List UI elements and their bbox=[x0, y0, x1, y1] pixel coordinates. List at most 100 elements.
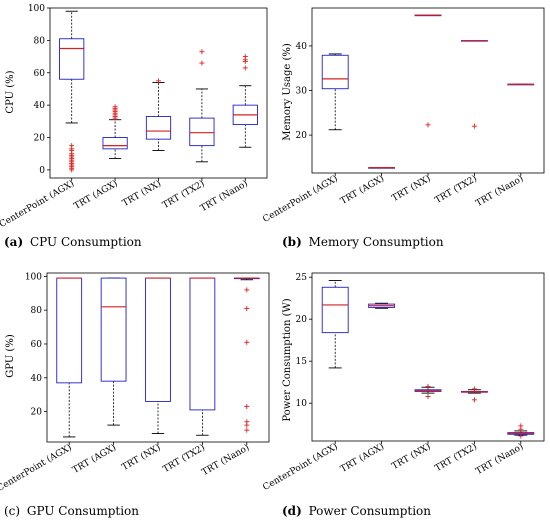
box-a-3 bbox=[189, 49, 215, 163]
box-a-4 bbox=[232, 54, 258, 148]
ylabel-a: CPU (%) bbox=[5, 70, 16, 113]
caption-a: (a) CPU Consumption bbox=[4, 235, 142, 249]
iqr-box-c-2 bbox=[145, 277, 171, 402]
flier-a-1-7 bbox=[112, 104, 118, 110]
iqr-box-a-3 bbox=[189, 117, 215, 147]
ytick-label-b-1: 30 bbox=[296, 87, 308, 97]
caption-d: (d) Power Consumption bbox=[282, 504, 431, 518]
flier-b-2-0 bbox=[425, 122, 431, 128]
ytick-label-a-4: 80 bbox=[34, 36, 46, 46]
xtick-label-d-4: TRT (Nano) bbox=[474, 441, 525, 477]
box-d-3 bbox=[460, 386, 488, 403]
box-c-1 bbox=[100, 277, 127, 426]
axes-frame-c bbox=[46, 272, 270, 443]
ylabel-b: Memory Usage (%) bbox=[282, 43, 293, 141]
caption-b-letter: (b) bbox=[282, 235, 302, 249]
ytick-label-c-1: 40 bbox=[31, 374, 43, 384]
iqr-box-d-0 bbox=[321, 286, 349, 334]
flier-a-4-3 bbox=[242, 54, 248, 60]
ylabel-d: Power Consumption (W) bbox=[282, 298, 293, 421]
ytick-label-a-1: 20 bbox=[34, 134, 46, 144]
box-b-1 bbox=[368, 167, 396, 169]
flier-c-4-3 bbox=[244, 404, 250, 410]
ytick-label-a-0: 0 bbox=[39, 166, 45, 176]
ytick-label-c-0: 20 bbox=[31, 408, 43, 418]
ytick-label-c-3: 80 bbox=[31, 306, 43, 316]
ytick-label-a-5: 100 bbox=[28, 4, 45, 14]
xtick-label-d-2: TRT (NX) bbox=[390, 441, 433, 472]
flier-c-4-5 bbox=[244, 422, 250, 428]
flier-d-2-0 bbox=[425, 393, 431, 399]
ytick-label-d-3: 25 bbox=[296, 273, 308, 283]
flier-d-2-1 bbox=[425, 383, 431, 389]
caption-c: (c) GPU Consumption bbox=[4, 504, 139, 518]
ytick-label-d-2: 20 bbox=[296, 315, 308, 325]
panel-b: Memory Usage (%) 20 30 40 CenterPoint (AGX)… bbox=[261, 7, 545, 249]
box-b-3 bbox=[460, 39, 488, 129]
xtick-label-b-3: TRT (TX2) bbox=[433, 173, 479, 206]
box-c-2 bbox=[145, 277, 171, 434]
flier-d-4-2 bbox=[518, 423, 524, 429]
xtick-label-a-1: TRT (AGX) bbox=[72, 178, 120, 212]
xtick-label-b-0: CenterPoint (AGX) bbox=[261, 173, 340, 225]
flier-a-3-0 bbox=[199, 60, 205, 66]
caption-b: (b) Memory Consumption bbox=[282, 235, 444, 249]
box-b-4 bbox=[507, 83, 535, 86]
xtick-label-d-3: TRT (TX2) bbox=[433, 441, 479, 474]
box-d-2 bbox=[414, 383, 442, 399]
iqr-box-b-0 bbox=[321, 54, 349, 90]
box-a-2 bbox=[145, 78, 172, 151]
xtick-label-d-0: CenterPoint (AGX) bbox=[261, 441, 340, 493]
ytick-label-d-1: 15 bbox=[296, 357, 308, 367]
box-c-0 bbox=[56, 277, 83, 438]
ytick-label-c-2: 60 bbox=[31, 340, 43, 350]
ylabel-c: GPU (%) bbox=[5, 334, 16, 378]
caption-c-text: GPU Consumption bbox=[27, 504, 139, 518]
axes-frame-a bbox=[49, 7, 268, 179]
flier-c-4-6 bbox=[244, 427, 250, 433]
ytick-label-c-4: 100 bbox=[25, 272, 42, 282]
flier-c-4-0 bbox=[244, 287, 250, 293]
xtick-label-c-0: CenterPoint (AGX) bbox=[0, 442, 74, 494]
xtick-label-b-2: TRT (NX) bbox=[390, 173, 433, 204]
ytick-label-a-2: 40 bbox=[34, 101, 46, 111]
box-b-2 bbox=[414, 14, 442, 128]
caption-a-text: CPU Consumption bbox=[30, 235, 142, 249]
box-d-0 bbox=[321, 280, 349, 369]
flier-d-3-0 bbox=[471, 397, 477, 403]
caption-d-text: Power Consumption bbox=[309, 504, 432, 518]
flier-c-4-1 bbox=[244, 305, 250, 311]
axes-frame-b bbox=[311, 7, 545, 174]
xtick-label-c-1: TRT (AGX) bbox=[71, 442, 119, 476]
ytick-label-b-0: 20 bbox=[296, 131, 308, 141]
xtick-label-c-2: TRT (NX) bbox=[120, 442, 163, 473]
caption-c-letter: (c) bbox=[4, 504, 20, 518]
flier-a-3-1 bbox=[199, 49, 205, 55]
box-c-4 bbox=[233, 277, 260, 433]
iqr-box-c-3 bbox=[189, 277, 216, 411]
iqr-box-a-1 bbox=[102, 137, 128, 150]
ytick-label-b-2: 40 bbox=[296, 42, 308, 52]
panel-d: Power Consumption (W) 10 15 20 25 CenterPoin… bbox=[261, 272, 545, 518]
caption-d-letter: (d) bbox=[282, 504, 302, 518]
xtick-label-d-1: TRT (AGX) bbox=[339, 441, 387, 475]
flier-a-2-0 bbox=[156, 78, 161, 84]
iqr-box-a-2 bbox=[145, 116, 172, 140]
box-c-3 bbox=[189, 277, 216, 436]
flier-b-3-0 bbox=[471, 123, 477, 129]
flier-a-0-13 bbox=[69, 143, 75, 149]
xtick-label-b-4: TRT (Nano) bbox=[474, 173, 525, 209]
xtick-label-a-0: CenterPoint (AGX) bbox=[0, 178, 76, 230]
box-a-0 bbox=[59, 10, 85, 173]
flier-a-4-0 bbox=[242, 65, 248, 71]
box-b-0 bbox=[321, 53, 349, 131]
flier-c-4-2 bbox=[244, 339, 250, 345]
box-d-1 bbox=[368, 302, 396, 309]
xtick-label-a-2: TRT (NX) bbox=[120, 178, 163, 209]
xtick-label-a-4: TRT (Nano) bbox=[198, 178, 249, 214]
iqr-box-c-0 bbox=[56, 277, 83, 384]
box-a-1 bbox=[102, 104, 128, 160]
